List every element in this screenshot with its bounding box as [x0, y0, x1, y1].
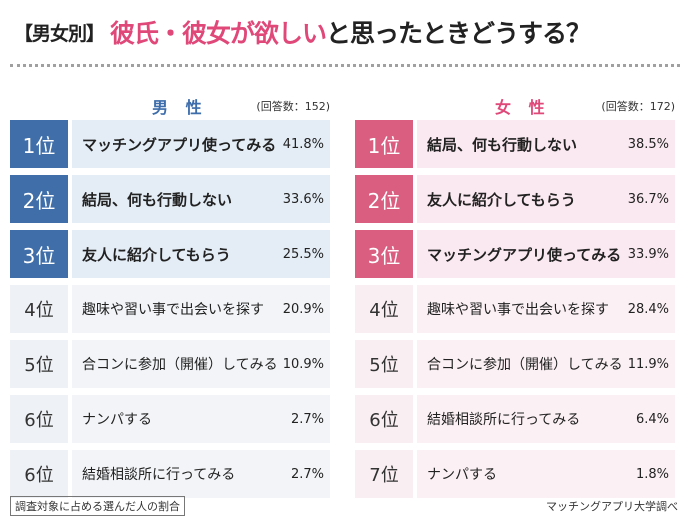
- male-ranking-panel: 男 性 (回答数：152) 1位 マッチングアプリ使ってみる 41.8% 2位 結局、何…: [10, 92, 330, 505]
- ranking-row: 7位 ナンパする 1.8%: [355, 450, 675, 498]
- title-accent: 彼氏・彼女が欲しい: [110, 19, 327, 48]
- answer-label: 趣味や習い事で出会いを探す: [82, 302, 264, 318]
- answer-percentage: 1.8%: [635, 466, 669, 482]
- rank-badge: 5位: [355, 340, 413, 388]
- answer-label: ナンパする: [427, 467, 497, 483]
- answer-label: マッチングアプリ使ってみる: [82, 135, 277, 154]
- ranking-row: 1位 結局、何も行動しない 38.5%: [355, 120, 675, 168]
- ranking-row: 4位 趣味や習い事で出会いを探す 20.9%: [10, 285, 330, 333]
- answer-label: マッチングアプリ使ってみる: [427, 245, 622, 264]
- ranking-rows: 1位 マッチングアプリ使ってみる 41.8% 2位 結局、何も行動しない 33.6% 3位友…: [10, 120, 330, 498]
- title-tag: 【男女別】: [14, 22, 105, 45]
- ranking-row: 4位 趣味や習い事で出会いを探す 28.4%: [355, 285, 675, 333]
- rank-badge: 4位: [355, 285, 413, 333]
- rank-badge: 3位: [10, 230, 68, 278]
- answer-percentage: 11.9%: [627, 356, 669, 372]
- female-ranking-panel: 女 性 (回答数：172) 1位 結局、何も行動しない 38.5% 2位 友人に紹介して…: [355, 92, 675, 505]
- ranking-row: 6位 ナンパする 2.7%: [10, 395, 330, 443]
- ranking-row: 6位 結婚相談所に行ってみる 6.4%: [355, 395, 675, 443]
- answer-bar: マッチングアプリ使ってみる 41.8%: [72, 120, 330, 168]
- answer-label: 結婚相談所に行ってみる: [82, 467, 236, 483]
- rank-badge: 2位: [355, 175, 413, 223]
- answer-percentage: 10.9%: [282, 356, 324, 372]
- answer-label: 友人に紹介してもらう: [82, 245, 231, 264]
- rank-badge: 3位: [355, 230, 413, 278]
- page-title: 【男女別】 彼氏・彼女が欲しいと思ったときどうする？: [14, 14, 591, 50]
- answer-bar: 趣味や習い事で出会いを探す 20.9%: [72, 285, 330, 333]
- source-credit: マッチングアプリ大学調べ: [546, 500, 678, 513]
- ranking-row: 3位 友人に紹介してもらう 25.5%: [10, 230, 330, 278]
- rank-badge: 7位: [355, 450, 413, 498]
- ranking-row: 3位 マッチングアプリ使ってみる 33.9%: [355, 230, 675, 278]
- respondent-count: (回答数：152): [256, 100, 330, 113]
- answer-label: 結局、何も行動しない: [82, 190, 233, 209]
- answer-bar: 趣味や習い事で出会いを探す 28.4%: [417, 285, 675, 333]
- answer-percentage: 25.5%: [282, 246, 324, 262]
- answer-label: 合コンに参加（開催）してみる: [427, 357, 623, 373]
- answer-percentage: 2.7%: [290, 466, 324, 482]
- panel-header: 男 性 (回答数：152): [10, 92, 330, 120]
- ranking-rows: 1位 結局、何も行動しない 38.5% 2位 友人に紹介してもらう 36.7% 3位 マッチン…: [355, 120, 675, 498]
- ranking-row: 5位 合コンに参加（開催）してみる 10.9%: [10, 340, 330, 388]
- answer-bar: マッチングアプリ使ってみる 33.9%: [417, 230, 675, 278]
- rank-badge: 1位: [10, 120, 68, 168]
- title-rest: と思ったときどうする？: [326, 19, 591, 48]
- ranking-row: 2位 友人に紹介してもらう 36.7%: [355, 175, 675, 223]
- footnote: 調査対象に占める選んだ人の割合: [10, 496, 185, 516]
- answer-percentage: 36.7%: [627, 191, 669, 207]
- rank-badge: 5位: [10, 340, 68, 388]
- rank-badge: 6位: [355, 395, 413, 443]
- answer-label: 合コンに参加（開催）してみる: [82, 357, 278, 373]
- answer-percentage: 38.5%: [627, 136, 669, 152]
- group-label: 男 性: [152, 98, 208, 117]
- dotted-divider: [10, 64, 680, 67]
- panel-header: 女 性 (回答数：172): [355, 92, 675, 120]
- answer-percentage: 6.4%: [635, 411, 669, 427]
- rank-badge: 6位: [10, 395, 68, 443]
- ranking-row: 6位 結婚相談所に行ってみる 2.7%: [10, 450, 330, 498]
- answer-bar: ナンパする 1.8%: [417, 450, 675, 498]
- ranking-row: 5位 合コンに参加（開催）してみる 11.9%: [355, 340, 675, 388]
- respondent-count: (回答数：172): [601, 100, 675, 113]
- rank-badge: 6位: [10, 450, 68, 498]
- answer-label: 趣味や習い事で出会いを探す: [427, 302, 609, 318]
- answer-percentage: 33.6%: [282, 191, 324, 207]
- ranking-row: 2位 結局、何も行動しない 33.6%: [10, 175, 330, 223]
- answer-label: ナンパする: [82, 412, 152, 428]
- answer-bar: 結婚相談所に行ってみる 6.4%: [417, 395, 675, 443]
- answer-bar: 友人に紹介してもらう 25.5%: [72, 230, 330, 278]
- ranking-row: 1位 マッチングアプリ使ってみる 41.8%: [10, 120, 330, 168]
- answer-bar: ナンパする 2.7%: [72, 395, 330, 443]
- rank-badge: 4位: [10, 285, 68, 333]
- rank-badge: 1位: [355, 120, 413, 168]
- answer-bar: 結婚相談所に行ってみる 2.7%: [72, 450, 330, 498]
- answer-bar: 結局、何も行動しない 33.6%: [72, 175, 330, 223]
- answer-label: 結婚相談所に行ってみる: [427, 412, 581, 428]
- answer-percentage: 33.9%: [627, 246, 669, 262]
- title-main: 彼氏・彼女が欲しいと思ったときどうする？: [110, 14, 591, 50]
- answer-label: 友人に紹介してもらう: [427, 190, 576, 209]
- answer-percentage: 20.9%: [282, 301, 324, 317]
- answer-bar: 合コンに参加（開催）してみる 10.9%: [72, 340, 330, 388]
- answer-bar: 合コンに参加（開催）してみる 11.9%: [417, 340, 675, 388]
- answer-percentage: 41.8%: [282, 136, 324, 152]
- answer-bar: 結局、何も行動しない 38.5%: [417, 120, 675, 168]
- rank-badge: 2位: [10, 175, 68, 223]
- group-label: 女 性: [495, 98, 551, 117]
- answer-label: 結局、何も行動しない: [427, 135, 578, 154]
- answer-percentage: 28.4%: [627, 301, 669, 317]
- answer-bar: 友人に紹介してもらう 36.7%: [417, 175, 675, 223]
- answer-percentage: 2.7%: [290, 411, 324, 427]
